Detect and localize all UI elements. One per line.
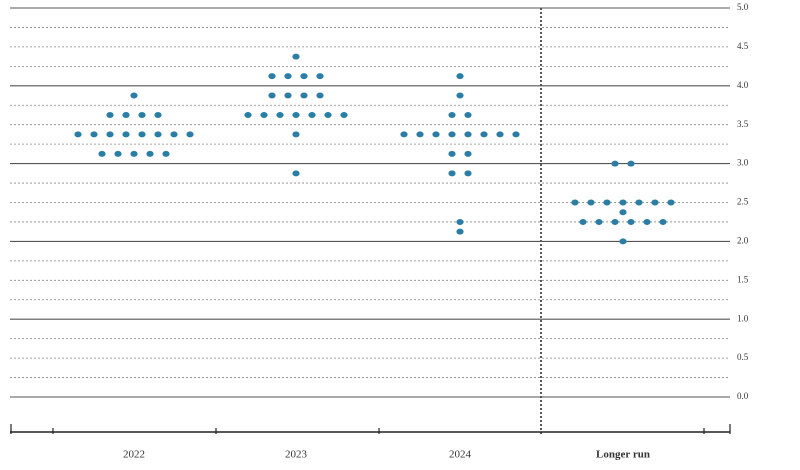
y-tick-label: 5.0	[737, 2, 749, 12]
y-tick-label: 4.5	[737, 41, 749, 51]
dot	[324, 111, 332, 118]
dot	[130, 92, 138, 99]
dot	[292, 170, 300, 177]
dot	[619, 238, 627, 245]
dot	[90, 131, 98, 138]
dot	[292, 111, 300, 118]
dot	[595, 218, 603, 225]
dot	[308, 111, 316, 118]
dot	[170, 131, 178, 138]
x-tick-label: 2024	[449, 449, 472, 461]
dot	[276, 111, 284, 118]
dot	[154, 111, 162, 118]
dot	[448, 150, 456, 157]
dot	[340, 111, 348, 118]
y-tick-label: 1.0	[737, 313, 749, 323]
dot	[130, 150, 138, 157]
dot	[106, 111, 114, 118]
dot	[456, 92, 464, 99]
y-tick-label: 0.0	[737, 391, 749, 401]
dot	[292, 131, 300, 138]
dot	[627, 218, 635, 225]
dot	[603, 199, 611, 206]
dot	[244, 111, 252, 118]
x-tick-label: 2022	[123, 449, 145, 461]
dot	[464, 111, 472, 118]
x-tick-label: Longer run	[596, 449, 650, 461]
y-tick-label: 0.5	[737, 352, 749, 362]
y-tick-label: 4.0	[737, 80, 749, 90]
dot	[146, 150, 154, 157]
x-tick-label: 2023	[285, 449, 308, 461]
dot	[659, 218, 667, 225]
dot	[579, 218, 587, 225]
dot	[456, 228, 464, 235]
dot	[284, 92, 292, 99]
dot	[74, 131, 82, 138]
dot	[456, 73, 464, 80]
dot	[154, 131, 162, 138]
dot	[300, 73, 308, 80]
dot	[627, 160, 635, 167]
dot	[268, 92, 276, 99]
dot	[587, 199, 595, 206]
dot	[448, 131, 456, 138]
dot	[571, 199, 579, 206]
y-tick-label: 3.5	[737, 119, 749, 129]
dot	[464, 170, 472, 177]
dot	[268, 73, 276, 80]
dot	[643, 218, 651, 225]
y-tick-label: 2.0	[737, 235, 749, 245]
dot	[122, 131, 130, 138]
dot	[635, 199, 643, 206]
dot	[260, 111, 268, 118]
dot	[98, 150, 106, 157]
dot	[619, 199, 627, 206]
dot	[496, 131, 504, 138]
dot	[316, 92, 324, 99]
dot	[512, 131, 520, 138]
dot	[138, 131, 146, 138]
dot	[400, 131, 408, 138]
dot	[464, 131, 472, 138]
dot	[284, 73, 292, 80]
y-tick-label: 2.5	[737, 197, 749, 207]
dot	[611, 218, 619, 225]
dot	[416, 131, 424, 138]
dot	[448, 111, 456, 118]
x-axis-ticks	[10, 424, 731, 434]
y-tick-label: 1.5	[737, 274, 749, 284]
dot	[432, 131, 440, 138]
dot	[114, 150, 122, 157]
dot	[448, 170, 456, 177]
dot	[480, 131, 488, 138]
dot	[651, 199, 659, 206]
dot	[162, 150, 170, 157]
dot	[611, 160, 619, 167]
dot	[106, 131, 114, 138]
y-tick-label: 3.0	[737, 158, 749, 168]
dot	[456, 218, 464, 225]
dot	[667, 199, 675, 206]
dot	[300, 92, 308, 99]
dot	[122, 111, 130, 118]
dot	[138, 111, 146, 118]
dot	[619, 209, 627, 216]
dot	[186, 131, 194, 138]
dot	[464, 150, 472, 157]
dot	[292, 53, 300, 60]
dot	[316, 73, 324, 80]
